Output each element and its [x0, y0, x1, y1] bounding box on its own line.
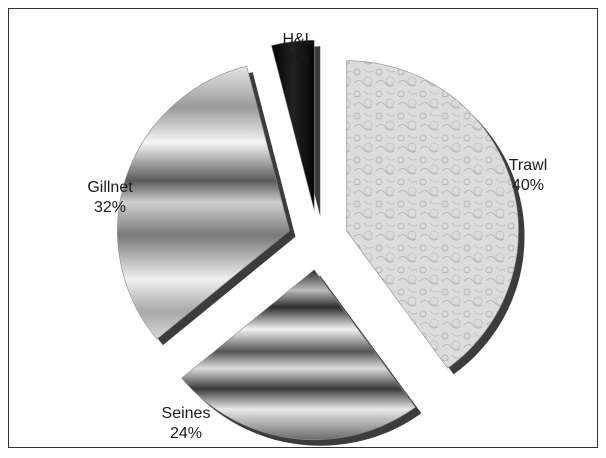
slice-percent-label: 24%: [170, 425, 202, 442]
slice-percent-label: 40%: [512, 177, 544, 194]
slice-name-label: Gillnet: [87, 179, 133, 196]
slice-name-label: Trawl: [509, 157, 548, 174]
slice-name-label: Seines: [162, 405, 211, 422]
pie-slice-trawl: [346, 60, 519, 369]
pie-slice-hl: [271, 39, 315, 211]
pie-slice-gillnet: [117, 65, 290, 340]
slice-percent-label: 4%: [286, 51, 309, 68]
slice-percent-label: 32%: [94, 199, 126, 216]
slice-name-label: H&L: [282, 31, 313, 48]
pie-slice-seines: [181, 269, 416, 441]
